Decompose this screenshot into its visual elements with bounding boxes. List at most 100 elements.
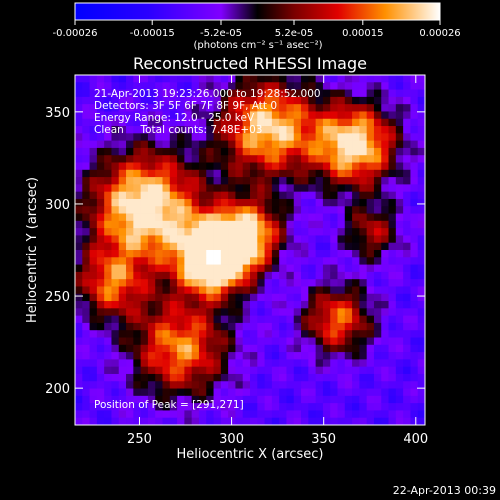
heatmap-cell (264, 366, 273, 375)
heatmap-cell (286, 169, 295, 178)
heatmap-cell (206, 140, 214, 149)
heatmap-cell (111, 264, 120, 273)
heatmap-cell (177, 388, 185, 397)
heatmap-cell (177, 147, 185, 156)
heatmap-cell (322, 96, 331, 105)
heatmap-cell (82, 286, 90, 295)
heatmap-cell (359, 315, 368, 324)
heatmap-cell (147, 126, 156, 134)
heatmap-cell (177, 381, 185, 389)
heatmap-cell (381, 264, 389, 273)
heatmap-cell (271, 352, 280, 360)
heatmap-cell (293, 220, 302, 229)
heatmap-cell (162, 228, 171, 236)
heatmap-cell (96, 82, 105, 90)
heatmap-cell (337, 184, 346, 193)
heatmap-cell (147, 373, 156, 382)
heatmap-cell (388, 111, 397, 120)
heatmap-cell (89, 271, 98, 280)
heatmap-cell (257, 388, 265, 397)
heatmap-cell (155, 206, 163, 214)
heatmap-cell (395, 301, 404, 309)
heatmap-cell (96, 352, 105, 360)
heatmap-cell (89, 140, 98, 149)
heatmap-cell (133, 359, 142, 368)
heatmap-cell (242, 388, 251, 397)
heatmap-cell (104, 381, 112, 389)
heatmap-cell (220, 162, 229, 171)
heatmap-cell (162, 126, 171, 134)
heatmap-cell (155, 264, 163, 273)
heatmap-cell (410, 118, 419, 127)
heatmap-cell (410, 337, 419, 346)
heatmap-cell (118, 228, 127, 236)
heatmap-cell (330, 388, 338, 397)
heatmap-cell (388, 264, 397, 273)
heatmap-cell (104, 417, 112, 426)
heatmap-cell (315, 359, 324, 368)
heatmap-cell (373, 140, 382, 149)
heatmap-cell (140, 366, 149, 375)
heatmap-cell (330, 286, 338, 295)
heatmap-cell (147, 242, 156, 251)
heatmap-cell (264, 75, 273, 83)
heatmap-cell (140, 118, 149, 127)
heatmap-cell (118, 213, 127, 222)
heatmap-cell (191, 388, 200, 397)
heatmap-cell (213, 213, 222, 222)
heatmap-cell (162, 250, 171, 258)
heatmap-cell (395, 257, 404, 265)
heatmap-cell (381, 388, 389, 397)
heatmap-cell (410, 184, 419, 193)
heatmap-cell (352, 352, 360, 360)
heatmap-cell (89, 250, 98, 258)
heatmap-cell (147, 337, 156, 346)
heatmap-cell (96, 293, 105, 302)
heatmap-cell (133, 242, 142, 251)
heatmap-cell (352, 410, 360, 419)
heatmap-cell (403, 96, 411, 105)
heatmap-cell (286, 206, 295, 214)
heatmap-cell (344, 206, 353, 214)
heatmap-cell (403, 322, 411, 331)
heatmap-cell (373, 366, 382, 375)
heatmap-cell (126, 191, 134, 200)
heatmap-cell (89, 213, 98, 222)
heatmap-cell (147, 75, 156, 83)
heatmap-cell (126, 301, 134, 309)
heatmap-cell (286, 104, 295, 112)
heatmap-cell (89, 147, 98, 156)
heatmap-cell (352, 381, 360, 389)
heatmap-cell (220, 140, 229, 149)
heatmap-cell (111, 155, 120, 163)
heatmap-cell (198, 118, 207, 127)
heatmap-cell (381, 133, 389, 142)
heatmap-cell (286, 293, 295, 302)
heatmap-cell (395, 220, 404, 229)
heatmap-cell (213, 337, 222, 346)
heatmap-cell (257, 417, 265, 426)
heatmap-cell (315, 177, 324, 185)
heatmap-cell (301, 82, 309, 90)
heatmap-cell (155, 403, 163, 411)
heatmap-cell (330, 213, 338, 222)
heatmap-cell (381, 104, 389, 112)
heatmap-cell (140, 279, 149, 287)
heatmap-cell (388, 410, 397, 419)
heatmap-cell (257, 315, 265, 324)
heatmap-cell (352, 220, 360, 229)
heatmap-cell (96, 381, 105, 389)
heatmap-cell (118, 410, 127, 419)
heatmap-cell (75, 293, 83, 302)
heatmap-cell (257, 381, 265, 389)
heatmap-cell (417, 279, 426, 287)
heatmap-cell (177, 344, 185, 353)
heatmap-cell (104, 220, 112, 229)
heatmap-cell (169, 293, 178, 302)
heatmap-cell (126, 242, 134, 251)
heatmap-cell (410, 147, 419, 156)
heatmap-cell (417, 235, 426, 244)
heatmap-cell (111, 111, 120, 120)
heatmap-cell (337, 417, 346, 426)
heatmap-cell (315, 366, 324, 375)
